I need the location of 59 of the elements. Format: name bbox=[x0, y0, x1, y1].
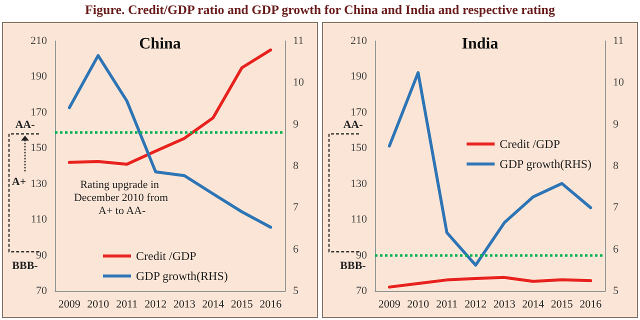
y2-tick-label: 9 bbox=[613, 118, 619, 130]
x-tick-label: 2012 bbox=[464, 298, 487, 310]
y-tick-label: 90 bbox=[356, 249, 368, 262]
annotation: Rating upgrade in December 2010 from A+ to AA- bbox=[74, 179, 168, 218]
y2-tick-label: 5 bbox=[293, 285, 299, 297]
y-tick-label: 170 bbox=[30, 106, 48, 118]
y-tick-label: 110 bbox=[350, 214, 368, 226]
y2-tick-label: 8 bbox=[293, 160, 299, 172]
y2-tick-label: 9 bbox=[293, 118, 299, 130]
x-tick-label: 2009 bbox=[378, 298, 401, 310]
x-tick-label: 2010 bbox=[87, 298, 110, 310]
y2-tick-label: 6 bbox=[613, 243, 619, 256]
y-tick-label: 130 bbox=[350, 178, 368, 190]
y-tick-label: 150 bbox=[350, 142, 368, 154]
y2-tick-label: 10 bbox=[613, 76, 624, 89]
x-tick-label: 2012 bbox=[144, 298, 167, 310]
chart-subtitle: China bbox=[139, 36, 181, 52]
y-tick-label: 190 bbox=[30, 70, 48, 83]
text: A+ bbox=[12, 176, 26, 188]
x-tick-label: 2014 bbox=[202, 298, 225, 310]
y2-tick-label: 5 bbox=[613, 285, 619, 297]
y2-tick-label: 6 bbox=[293, 243, 299, 256]
x-tick-label: 2015 bbox=[230, 298, 254, 310]
x-tick-label: 2015 bbox=[550, 298, 574, 310]
y2-tick-label: 11 bbox=[293, 35, 304, 47]
legend-label: GDP growth(RHS) bbox=[500, 157, 592, 171]
chart-subtitle: India bbox=[462, 36, 498, 52]
legend-label: GDP growth(RHS) bbox=[136, 269, 228, 283]
text: BBB- bbox=[340, 260, 366, 272]
y-tick-label: 170 bbox=[350, 106, 368, 118]
y-tick-label: 110 bbox=[30, 214, 48, 226]
y-tick-label: 150 bbox=[30, 142, 48, 154]
x-tick-label: 2011 bbox=[436, 298, 458, 310]
x-tick-label: 2014 bbox=[522, 298, 545, 310]
x-tick-label: 2011 bbox=[116, 298, 138, 310]
y-tick-label: 70 bbox=[356, 285, 368, 297]
x-tick-label: 2016 bbox=[580, 298, 602, 310]
x-tick-label: 2016 bbox=[260, 298, 282, 310]
y-tick-label: 190 bbox=[350, 70, 368, 83]
y-tick-label: 130 bbox=[30, 178, 48, 190]
text: AA- bbox=[15, 118, 36, 131]
y-tick-label: 210 bbox=[30, 35, 48, 47]
text: BBB- bbox=[12, 260, 38, 272]
text: Figure. Credit/GDP ratio and GDP growth for China and India and respective rating bbox=[84, 1, 556, 19]
y2-tick-label: 8 bbox=[613, 160, 619, 172]
legend-label: Credit /GDP bbox=[136, 249, 197, 263]
text: AA- bbox=[343, 118, 364, 131]
y2-tick-label: 10 bbox=[293, 76, 304, 89]
y2-tick-label: 7 bbox=[613, 202, 619, 214]
x-tick-label: 2010 bbox=[407, 298, 430, 310]
x-tick-label: 2013 bbox=[493, 298, 516, 310]
y-tick-label: 90 bbox=[36, 249, 48, 262]
y-tick-label: 70 bbox=[36, 285, 48, 297]
legend-label: Credit /GDP bbox=[500, 137, 560, 151]
x-tick-label: 2013 bbox=[173, 298, 196, 310]
y-tick-label: 210 bbox=[350, 35, 368, 47]
x-tick-label: 2009 bbox=[58, 298, 81, 310]
y2-tick-label: 7 bbox=[293, 202, 299, 214]
y2-tick-label: 11 bbox=[613, 35, 624, 47]
